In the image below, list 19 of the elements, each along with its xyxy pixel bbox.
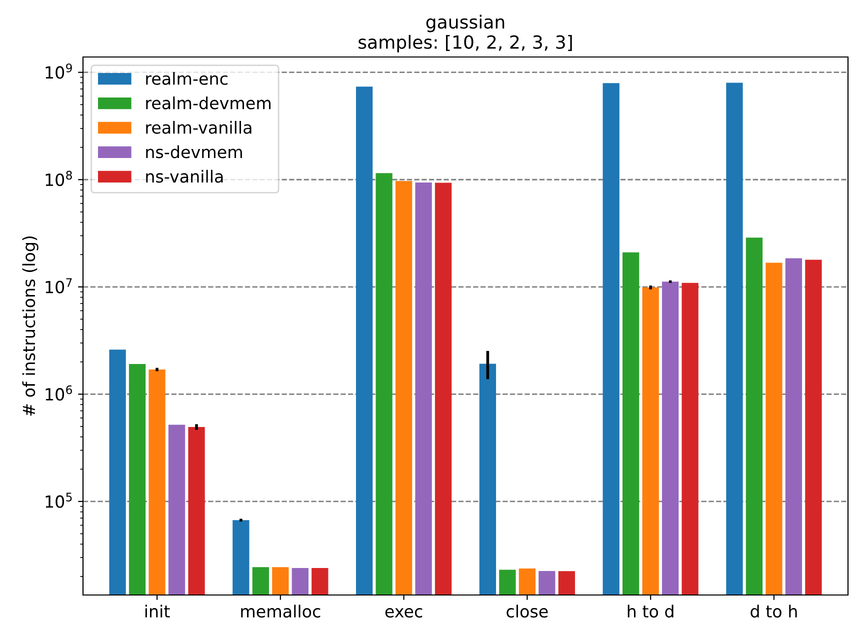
x-tick-label: init [145,604,170,618]
x-tick-label: exec [385,608,422,618]
x-tick-label: d to h [750,604,797,618]
legend-label: realm-devmem [146,96,270,110]
x-tick-label: h to d [628,604,674,618]
y-axis-title: # of instructions (log) [22,236,38,416]
y-tick-label: 10$^{6}$ [46,385,72,401]
y-tick-label: 10$^{5}$ [46,492,72,508]
legend-label: ns-vanilla [146,170,223,183]
legend-label: ns-devmem [146,145,242,158]
legend-label: realm-vanilla [146,120,252,134]
x-tick-label: close [506,604,548,618]
legend-label: realm-enc [146,72,228,85]
chart-subtitle: samples: [10, 2, 2, 3, 3] [358,34,572,52]
y-tick-label: 10$^{7}$ [46,278,72,294]
y-tick-label: 10$^{8}$ [46,170,72,186]
y-tick-label: 10$^{9}$ [46,64,72,79]
x-tick-label: memalloc [241,604,320,618]
chart-title: gaussian [426,14,504,32]
